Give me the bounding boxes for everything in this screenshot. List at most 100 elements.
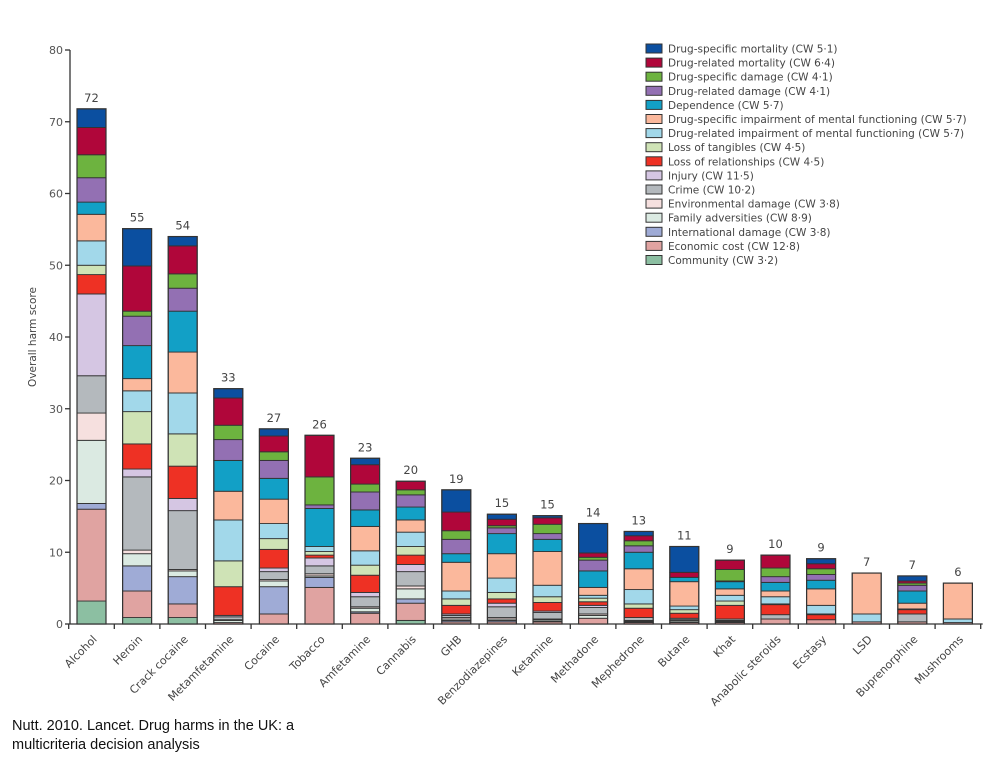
legend-label: Community (CW 3·2): [668, 255, 778, 267]
bar-segment: [167, 570, 198, 578]
bar-segment: [122, 390, 153, 413]
bar-segment: [76, 375, 107, 414]
bar-segment: [167, 576, 198, 605]
bar-segment: [167, 273, 198, 289]
bar-segment: [532, 596, 563, 603]
bar-segment: [213, 397, 244, 426]
bar-stack: [851, 572, 882, 625]
bar-stack: [395, 480, 426, 625]
bar-segment: [213, 586, 244, 616]
x-tick-label: Mushrooms: [912, 633, 966, 687]
legend-swatch: [645, 85, 663, 96]
bar-total-label: 54: [175, 219, 190, 233]
bar-total-label: 72: [84, 91, 99, 105]
legend: Drug-specific mortality (CW 5·1) Drug-rel…: [645, 43, 967, 267]
bar-outline: [851, 572, 882, 625]
legend-item: Drug-specific mortality (CW 5·1): [645, 43, 838, 56]
legend-item: Family adversities (CW 8·9): [645, 212, 812, 225]
bar-stack: [623, 530, 654, 625]
y-tick-label: 10: [49, 546, 63, 559]
bar-segment: [76, 293, 107, 377]
bar-segment: [760, 554, 791, 569]
bar-segment: [578, 617, 609, 625]
legend-swatch: [645, 114, 663, 124]
bar-outline: [350, 457, 381, 625]
y-tick-label: 70: [49, 116, 63, 129]
bar-segment: [623, 530, 654, 537]
y-axis: 0 10 20 30 40 50 60 70 80: [49, 44, 71, 631]
bar-segment: [395, 531, 426, 547]
legend-swatch: [645, 99, 663, 110]
bar-segment: [395, 480, 426, 491]
bar-segment: [167, 392, 198, 435]
y-tick-label: 20: [49, 475, 63, 488]
legend-item: Loss of relationships (CW 4·5): [645, 156, 824, 168]
legend-item: International damage (CW 3·8): [645, 226, 831, 239]
bar-outline: [167, 235, 198, 625]
legend-label: Loss of tangibles (CW 4·5): [668, 142, 805, 154]
legend-swatch: [645, 255, 663, 265]
bar-segment: [258, 477, 289, 500]
bar-segment: [897, 609, 928, 615]
bar-stack: [532, 515, 563, 625]
bar-total-label: 27: [267, 411, 282, 425]
bar-segment: [486, 577, 517, 593]
bar-segment: [167, 433, 198, 467]
bar-segment: [167, 497, 198, 512]
bar-segment: [623, 607, 654, 618]
bar-segment: [122, 411, 153, 445]
bar-segment: [167, 287, 198, 312]
bar-total-label: 6: [954, 565, 961, 579]
bar-segment: [806, 588, 837, 606]
caption: Nutt. 2010. Lancet. Drug harms in the UK…: [12, 718, 295, 753]
bar-segment: [258, 580, 289, 588]
bar-segment: [760, 567, 791, 578]
bar-outline: [395, 480, 426, 625]
bar-segment: [395, 554, 426, 565]
bar-total-label: 13: [631, 513, 646, 527]
bar-segment: [258, 586, 289, 615]
bar-stack: [258, 428, 289, 625]
legend-swatch: [645, 71, 663, 82]
bar-segment: [395, 571, 426, 587]
bar-stack: [441, 489, 472, 625]
bar-segment: [304, 476, 335, 506]
bar-outline: [258, 428, 289, 625]
bar-segment: [714, 604, 745, 620]
legend-label: Environmental damage (CW 3·8): [668, 199, 840, 211]
x-tick-label: Khat: [711, 632, 739, 660]
bar-segment: [350, 591, 381, 598]
bar-stack: [167, 235, 198, 625]
bar-segment: [669, 581, 700, 607]
bar-outline: [760, 554, 791, 625]
bar-segment: [623, 568, 654, 591]
bar-segment: [486, 602, 517, 608]
legend-swatch: [645, 184, 663, 195]
bar-total-label: 26: [312, 417, 327, 431]
bar-segment: [623, 603, 654, 609]
bar-segment: [167, 603, 198, 618]
bar-segment: [669, 609, 700, 614]
bar-segment: [122, 565, 153, 592]
bar-outline: [532, 515, 563, 625]
bar-segment: [167, 510, 198, 570]
legend-label: Drug-related impairment of mental functi…: [668, 128, 964, 140]
bar-segment: [806, 563, 837, 570]
bar-segment: [76, 439, 107, 504]
bar-segment: [897, 575, 928, 582]
bar-segment: [304, 508, 335, 547]
bar-segment: [441, 598, 472, 606]
bar-segment: [213, 560, 244, 588]
bar-segment: [441, 489, 472, 513]
bar-segment: [304, 557, 335, 567]
bar-segment: [258, 523, 289, 540]
bar-segment: [669, 571, 700, 578]
x-tick-label: Tobacco: [287, 633, 328, 674]
bar-segment: [897, 602, 928, 610]
legend-swatch: [645, 212, 663, 223]
bar-stack: [304, 434, 335, 625]
bar-segment: [258, 451, 289, 461]
bar-segment: [304, 551, 335, 556]
bar-segment: [486, 606, 517, 618]
